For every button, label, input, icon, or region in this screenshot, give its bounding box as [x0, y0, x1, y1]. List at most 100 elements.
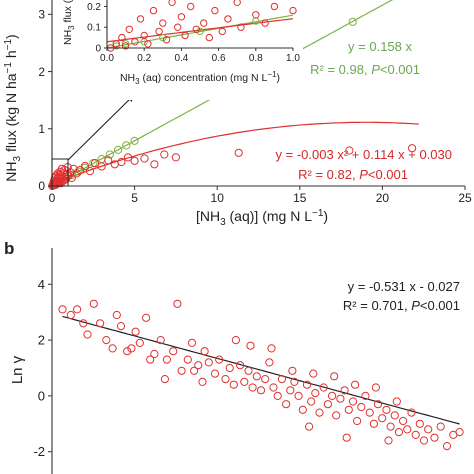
data-point — [122, 141, 131, 150]
data-point — [200, 347, 209, 356]
data-point — [114, 145, 123, 154]
data-point — [282, 400, 291, 409]
data-point — [136, 15, 145, 23]
data-point — [384, 436, 393, 445]
panel-b-label: b — [4, 239, 14, 258]
data-point — [190, 366, 199, 375]
data-point — [252, 372, 261, 381]
data-point — [248, 383, 257, 392]
data-point — [399, 416, 408, 426]
black-fit-equation: y = -0.531 x - 0.027 R² = 0.701, P<0.001 — [343, 279, 460, 313]
data-point — [386, 422, 395, 431]
green-equation: y = 0.158 x — [348, 39, 412, 54]
data-point — [118, 33, 126, 42]
y-tick-label: 0 — [38, 388, 45, 403]
data-point — [96, 319, 105, 328]
data-point — [328, 391, 337, 400]
data-point — [181, 31, 189, 40]
data-point — [340, 386, 349, 395]
x-tick-label: 15 — [293, 191, 307, 205]
data-point — [173, 299, 182, 308]
data-point — [345, 146, 354, 155]
data-point — [58, 305, 67, 314]
data-point — [403, 425, 412, 434]
data-point — [256, 386, 266, 395]
data-point — [177, 366, 186, 375]
data-point — [415, 419, 424, 428]
y-tick-label: 3 — [38, 8, 45, 22]
data-point — [323, 400, 332, 409]
data-point — [159, 33, 167, 42]
x-tick-label: 0.8 — [249, 53, 263, 64]
data-point — [159, 19, 167, 27]
data-point — [90, 159, 100, 168]
data-point — [430, 433, 439, 442]
data-point — [162, 355, 171, 364]
data-point — [187, 338, 197, 347]
data-point — [85, 167, 95, 176]
data-point — [302, 380, 312, 389]
data-point — [369, 419, 378, 428]
black-equation: y = -0.531 x - 0.027 — [348, 279, 460, 294]
data-point — [194, 361, 203, 370]
data-point — [442, 442, 452, 451]
zoom-arrow — [67, 94, 135, 161]
data-point — [237, 23, 245, 31]
data-point — [187, 2, 195, 11]
x-tick-label: 25 — [458, 191, 472, 205]
data-point — [123, 153, 133, 162]
x-label-bracket-open: [NH — [196, 208, 220, 224]
data-point — [307, 397, 316, 406]
data-point — [155, 27, 163, 36]
x-tick-label: 0.6 — [212, 53, 226, 64]
data-point — [80, 161, 90, 171]
data-point — [273, 391, 282, 400]
data-point — [121, 42, 130, 50]
data-point — [371, 383, 380, 392]
data-point — [76, 165, 85, 175]
data-point — [66, 310, 75, 320]
data-point — [357, 402, 366, 412]
data-point — [221, 375, 230, 384]
y-tick-label: 0 — [95, 44, 101, 55]
green-fit-equation: y = 0.158 x R² = 0.98, P<0.001 — [310, 39, 420, 77]
data-point — [168, 0, 176, 6]
data-point — [408, 144, 417, 153]
red-fit-curve — [51, 121, 419, 185]
data-point — [198, 377, 207, 386]
x-tick-label: 1.0 — [286, 53, 300, 64]
zoom-region-box — [51, 158, 69, 187]
data-point — [309, 369, 318, 378]
data-point — [286, 386, 295, 395]
data-point — [74, 167, 83, 176]
data-point — [336, 394, 345, 403]
data-point — [89, 299, 98, 308]
red-equation: y = -0.003 x² + 0.114 x + 0.030 — [276, 147, 452, 162]
y-tick-label: 2 — [38, 333, 45, 348]
data-point — [229, 380, 238, 389]
data-point — [407, 408, 416, 417]
x-tick-label: 5 — [131, 191, 138, 205]
data-point — [130, 136, 139, 145]
data-point — [162, 36, 171, 44]
inset-y-axis-label: NH3 flux (kg — [62, 0, 76, 45]
data-point — [261, 19, 269, 27]
data-point — [97, 162, 106, 171]
data-point — [225, 363, 234, 373]
data-point — [392, 397, 401, 406]
data-point — [424, 425, 433, 434]
data-point — [277, 375, 286, 384]
data-point — [234, 148, 243, 157]
black-fit-line — [62, 315, 460, 425]
data-point — [365, 408, 374, 417]
data-point — [298, 405, 307, 414]
data-point — [105, 150, 114, 159]
data-point — [183, 355, 192, 364]
panel-a: 0 5 10 15 20 25 0 1 2 3 [NH3 (aq)] (mg N L−1) NH… — [3, 0, 472, 228]
data-point — [131, 327, 140, 336]
data-point — [342, 433, 351, 442]
data-point — [174, 23, 182, 31]
data-point — [252, 11, 260, 19]
red-fit-equation: y = -0.003 x² + 0.114 x + 0.030 R² = 0.8… — [276, 147, 452, 182]
